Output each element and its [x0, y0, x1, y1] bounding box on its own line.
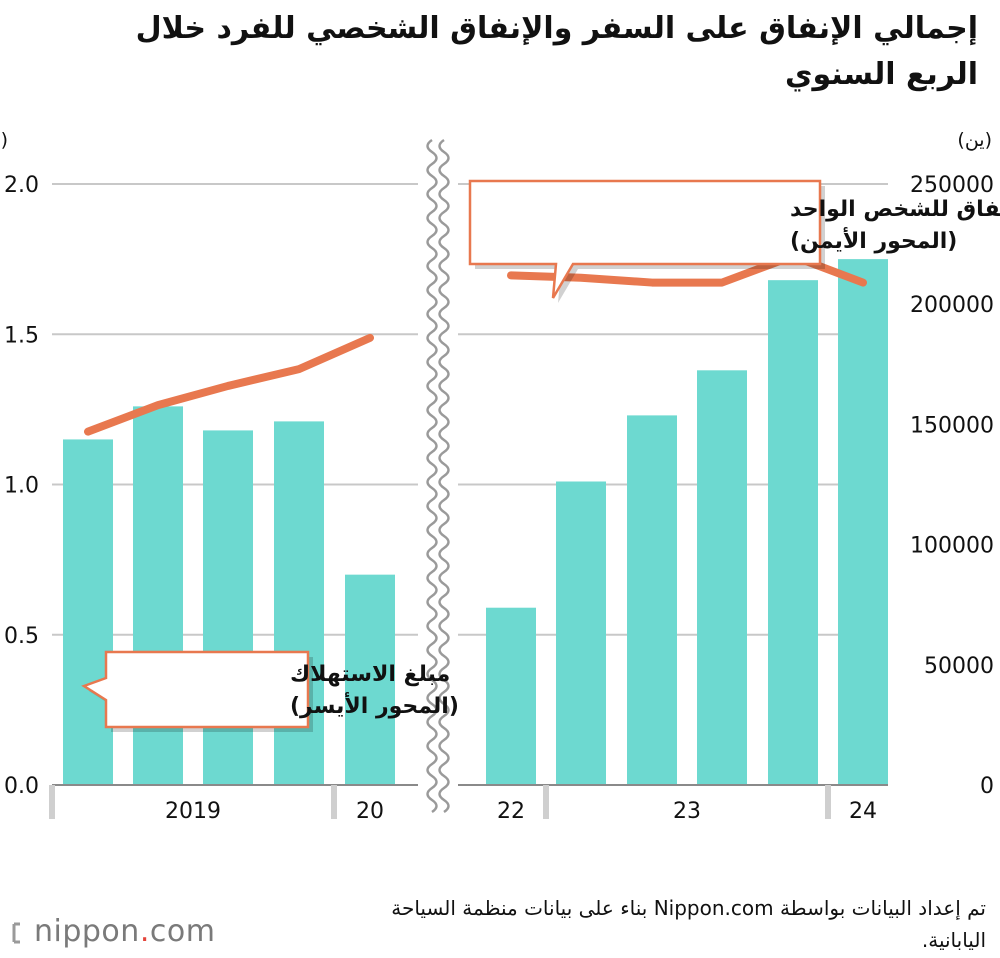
bar: [556, 481, 606, 785]
break-wave-line: [438, 138, 450, 814]
bar-callout-axis-note: (المحور الأيسر): [290, 691, 459, 719]
right-axis-ticks: 250000 200000 150000 100000 50000 0: [910, 173, 994, 799]
logo-name: nippon: [34, 914, 140, 949]
logo-dot: .: [139, 914, 150, 949]
right-tick-label: 150000: [910, 413, 994, 438]
bar-callout-name: مبلغ الاستهلاك: [290, 662, 450, 687]
chart-title: إجمالي الإنفاق على السفر والإنفاق الشخصي…: [135, 11, 978, 92]
x-tick-label: 20: [356, 799, 384, 824]
x-group-separator: [49, 785, 55, 819]
chart: 2019 20 22 23 24 (تريليون ين) (ين) 2.0 1.5 1.0…: [0, 129, 1000, 824]
bar-series-callout: مبلغ الاستهلاك (المحور الأيسر): [81, 650, 459, 732]
nippon-logo: nippon.com: [10, 914, 215, 949]
break-gap: [425, 133, 451, 819]
x-tick-label: 2019: [165, 799, 221, 824]
x-group-separator: [331, 785, 337, 819]
line-callout-name: مبلغ الإنفاق للشخص الواحد: [790, 197, 1000, 222]
x-tick-label: 24: [849, 799, 877, 824]
left-axis-ticks: 2.0 1.5 1.0 0.5 0.0: [4, 173, 39, 799]
source-note: تم إعداد البيانات بواسطة Nippon.com بناء…: [391, 896, 986, 952]
x-group-separator: [543, 785, 549, 819]
left-tick-label: 0.5: [4, 624, 39, 649]
line-segment: [84, 333, 374, 436]
x-tick-label: 23: [673, 799, 701, 824]
left-tick-label: 1.0: [4, 474, 39, 499]
right-tick-label: 0: [980, 774, 994, 799]
x-group-separator: [825, 785, 831, 819]
left-axis-label: (تريليون ين): [0, 129, 8, 151]
right-tick-label: 200000: [910, 293, 994, 318]
bar: [838, 259, 888, 785]
logo-bracket-icon: [12, 922, 20, 944]
x-tick-label: 22: [497, 799, 525, 824]
line-series-callout: مبلغ الإنفاق للشخص الواحد (المحور الأيمن…: [468, 179, 1000, 303]
break-wave-line: [426, 138, 438, 814]
left-tick-label: 2.0: [4, 173, 39, 198]
bar: [63, 439, 113, 785]
right-axis-label: (ين): [957, 129, 992, 151]
bar: [486, 607, 536, 785]
line-callout-axis-note: (المحور الأيمن): [790, 226, 957, 254]
right-tick-label: 100000: [910, 534, 994, 559]
left-tick-label: 1.5: [4, 323, 39, 348]
bar: [697, 370, 747, 785]
bar: [627, 415, 677, 785]
bar: [345, 574, 395, 785]
x-axis: 2019 20 22 23 24: [49, 784, 888, 824]
right-tick-label: 50000: [924, 654, 994, 679]
right-tick-label: 250000: [910, 173, 994, 198]
logo-suffix: com: [149, 914, 216, 949]
axis-break-mark: [425, 133, 451, 819]
left-tick-label: 0.0: [4, 774, 39, 799]
bar: [768, 280, 818, 785]
